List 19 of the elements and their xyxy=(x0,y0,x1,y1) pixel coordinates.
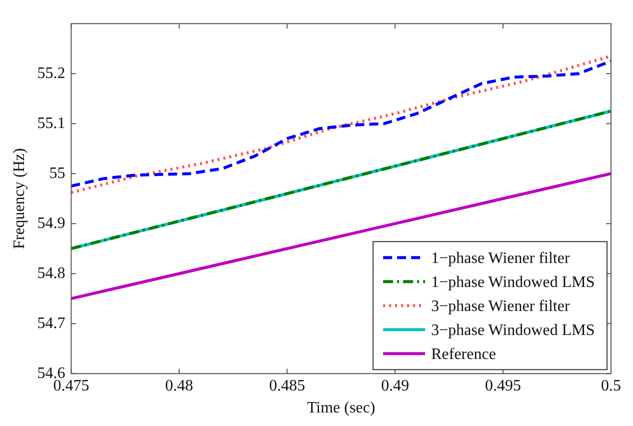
legend-label: Reference xyxy=(431,346,496,363)
y-tick-label: 55.1 xyxy=(37,114,66,132)
y-tick-label: 54.8 xyxy=(37,264,66,282)
x-tick-label: 0.485 xyxy=(269,377,306,394)
legend-label: 1−phase Windowed LMS xyxy=(431,274,595,291)
y-axis-title: Frequency (Hz) xyxy=(10,148,28,250)
y-tick-label: 55 xyxy=(49,164,66,182)
x-tick-label: 0.49 xyxy=(381,377,410,394)
x-tick-label: 0.475 xyxy=(53,377,90,394)
legend-label: 1−phase Wiener filter xyxy=(431,250,570,267)
x-axis-title: Time (sec) xyxy=(306,400,376,417)
legend-label: 3−phase Wiener filter xyxy=(431,298,570,315)
legend-label: 3−phase Windowed LMS xyxy=(431,322,595,339)
x-tick-label: 0.495 xyxy=(485,377,522,394)
x-tick-label: 0.48 xyxy=(165,377,194,394)
y-tick-label: 54.7 xyxy=(37,314,66,332)
y-tick-label: 54.9 xyxy=(37,214,66,232)
y-tick-label: 55.2 xyxy=(37,64,66,82)
x-tick-label: 0.5 xyxy=(601,377,621,394)
